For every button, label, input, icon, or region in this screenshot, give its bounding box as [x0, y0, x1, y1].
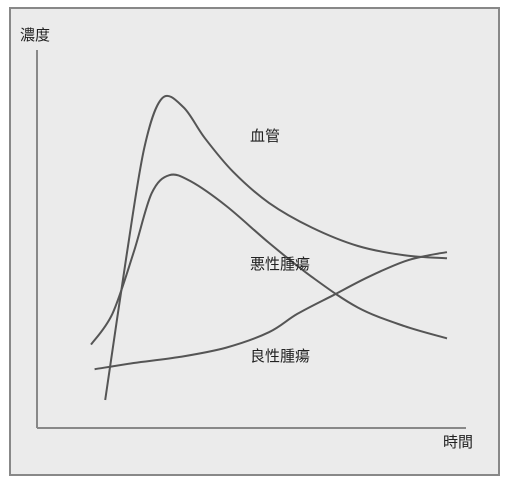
- curve-label-3: 良性腫瘍: [250, 347, 310, 365]
- curve-label-1: 血管: [250, 127, 280, 145]
- series-line-2: [90, 173, 448, 346]
- y-axis-label: 濃度: [20, 26, 50, 44]
- chart-frame: [9, 7, 500, 476]
- series-line-3: [94, 251, 448, 371]
- series-line-1: [104, 94, 448, 401]
- series-layer: [90, 94, 448, 401]
- x-axis-label: 時間: [443, 433, 473, 451]
- curve-label-2: 悪性腫瘍: [250, 255, 310, 273]
